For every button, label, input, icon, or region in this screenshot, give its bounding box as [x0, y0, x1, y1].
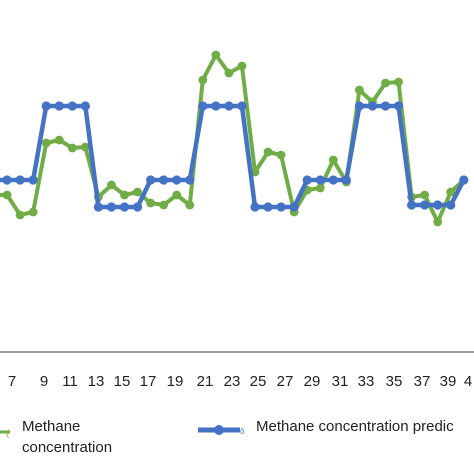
- series-1-point-28: [354, 101, 364, 111]
- svg-text:(: (: [6, 428, 9, 438]
- series-1-point-16: [198, 101, 208, 111]
- legend-marker-blue: ô: [198, 425, 245, 436]
- series-1-point-35: [446, 200, 456, 210]
- x-tick-label: 4: [464, 373, 472, 390]
- series-1-point-1: [2, 175, 12, 185]
- x-tick-label: 19: [167, 373, 184, 390]
- x-tick-label: 9: [40, 373, 48, 390]
- series-0-point-14: [172, 190, 182, 200]
- x-tick-label: 17: [140, 373, 157, 390]
- series-0-point-4: [41, 138, 51, 148]
- series-1-point-36: [459, 175, 469, 185]
- series-0-point-28: [355, 85, 364, 95]
- x-tick-label: 39: [440, 373, 457, 390]
- series-1-point-22: [276, 202, 286, 212]
- series-1-point-15: [185, 175, 195, 185]
- series-1-point-25: [315, 175, 325, 185]
- series-0-point-3: [28, 207, 38, 217]
- x-tick-label: 29: [304, 373, 321, 390]
- series-0-point-21: [263, 147, 273, 157]
- series-1-point-21: [263, 202, 273, 212]
- series-1-point-12: [146, 175, 156, 185]
- series-1-point-18: [224, 101, 234, 111]
- series-layer: [0, 50, 469, 227]
- legend-label-methane-line2: concentration: [22, 439, 113, 456]
- x-tick-label: 21: [197, 373, 214, 390]
- series-1-point-4: [41, 101, 51, 111]
- series-0-point-17: [211, 50, 221, 60]
- legend-label-methane-line1: Methane: [22, 418, 81, 435]
- x-tick-label: 23: [224, 373, 241, 390]
- series-1-point-6: [67, 101, 77, 111]
- series-0-point-15: [185, 200, 195, 210]
- series-1-point-7: [80, 101, 90, 111]
- series-line-1: [0, 103, 466, 210]
- x-tick-label: 31: [332, 373, 349, 390]
- series-0-point-13: [159, 200, 169, 210]
- series-1-point-13: [159, 175, 169, 185]
- series-1-point-19: [237, 101, 247, 111]
- series-1-point-14: [172, 175, 182, 185]
- x-tick-label: 35: [386, 373, 403, 390]
- series-1-point-10: [119, 202, 130, 212]
- legend-label-methane-prediction: Methane concentration predic: [256, 418, 454, 435]
- x-tick-label: 27: [277, 373, 294, 390]
- legend-marker-green: (: [0, 428, 10, 438]
- series-0-point-7: [80, 142, 90, 152]
- series-0-point-2: [15, 210, 25, 220]
- series-1-point-32: [407, 200, 417, 210]
- x-tick-label: 25: [250, 373, 267, 390]
- series-0-point-31: [394, 77, 403, 87]
- series-0-point-19: [237, 61, 247, 71]
- series-1-point-5: [54, 101, 64, 111]
- x-tick-label: 11: [62, 373, 78, 390]
- series-1-point-26: [328, 175, 338, 185]
- series-0-point-12: [146, 198, 156, 208]
- series-1-point-11: [132, 202, 143, 212]
- series-0-point-1: [2, 190, 12, 200]
- series-0-point-5: [54, 135, 64, 145]
- series-1-point-33: [420, 200, 430, 210]
- x-tick-label: 37: [414, 373, 431, 390]
- x-tick-label: 33: [358, 373, 375, 390]
- x-tick-label: 15: [114, 373, 131, 390]
- series-0-point-35: [446, 187, 456, 197]
- series-line-0: [0, 53, 466, 224]
- series-0-point-6: [67, 143, 77, 153]
- series-1-point-23: [289, 202, 299, 212]
- series-1-point-34: [433, 200, 443, 210]
- x-tick-labels: 7 9 11 13 15 17 19 21 23 25 27 29 31 33 35 37 39 4: [8, 373, 472, 390]
- series-1-point-9: [106, 202, 117, 212]
- series-1-point-24: [302, 175, 312, 185]
- x-tick-label: 7: [8, 373, 16, 390]
- series-0-point-34: [433, 217, 443, 227]
- series-0-point-11: [133, 187, 142, 197]
- series-1-point-29: [367, 101, 378, 111]
- series-0-point-10: [120, 190, 129, 200]
- series-1-point-31: [393, 101, 404, 111]
- series-1-point-30: [380, 101, 391, 111]
- series-1-point-20: [250, 202, 260, 212]
- svg-text:ô: ô: [240, 427, 245, 436]
- series-0-point-18: [224, 68, 234, 78]
- series-0-point-22: [276, 150, 286, 160]
- series-0-point-9: [107, 180, 116, 190]
- series-0-point-25: [315, 183, 325, 193]
- series-0-point-16: [198, 75, 208, 85]
- series-0-point-33: [420, 190, 430, 200]
- series-1-point-8: [93, 202, 103, 212]
- x-tick-label: 13: [88, 373, 105, 390]
- series-1-point-17: [211, 101, 221, 111]
- series-0-point-30: [381, 78, 390, 88]
- series-0-point-26: [328, 155, 338, 165]
- series-1-point-2: [15, 175, 25, 185]
- series-1-point-3: [28, 175, 38, 185]
- series-1-point-27: [341, 175, 351, 185]
